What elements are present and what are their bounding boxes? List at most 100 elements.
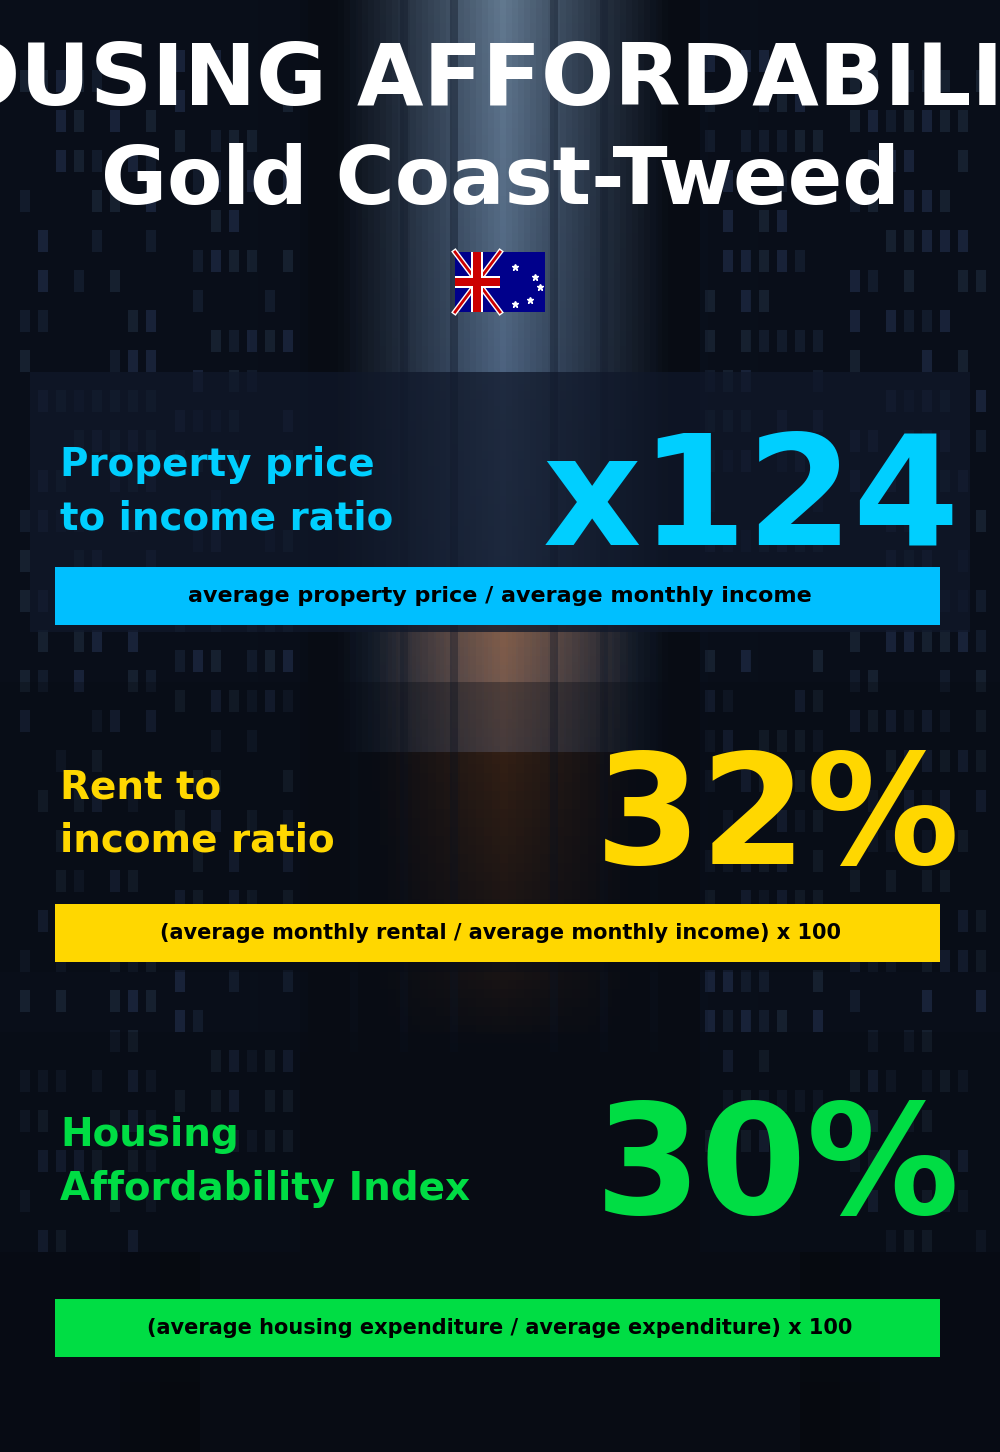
Bar — [958, 110, 968, 132]
Bar — [229, 131, 239, 152]
Bar — [940, 391, 950, 412]
Bar — [247, 571, 257, 592]
Bar — [193, 290, 203, 312]
Bar — [705, 330, 715, 351]
Bar — [128, 510, 138, 531]
Bar — [92, 190, 102, 212]
Bar — [110, 470, 120, 492]
Bar — [976, 590, 986, 611]
Bar — [175, 650, 185, 672]
Bar — [56, 950, 66, 971]
Bar — [705, 1130, 715, 1151]
Bar — [56, 1070, 66, 1092]
Bar — [300, 0, 308, 1053]
Bar — [193, 770, 203, 791]
Bar — [958, 550, 968, 572]
Bar — [800, 0, 1000, 1452]
Bar — [229, 1130, 239, 1151]
Bar — [74, 110, 84, 132]
Bar — [904, 150, 914, 171]
Bar — [283, 170, 293, 192]
Bar — [777, 330, 787, 351]
Bar — [56, 990, 66, 1012]
Bar — [904, 1029, 914, 1053]
Bar — [723, 450, 733, 472]
Text: (average housing expenditure / average expenditure) x 100: (average housing expenditure / average e… — [147, 1318, 853, 1337]
Bar — [850, 430, 860, 452]
Bar — [128, 1109, 138, 1133]
Bar — [20, 550, 30, 572]
Bar — [922, 870, 932, 892]
Bar — [55, 1300, 940, 1358]
Bar — [92, 710, 102, 732]
Bar — [146, 1150, 156, 1172]
Bar — [940, 630, 950, 652]
Bar — [868, 190, 878, 212]
Bar — [759, 211, 769, 232]
Bar — [777, 450, 787, 472]
Bar — [940, 590, 950, 611]
Bar — [193, 49, 203, 73]
Bar — [128, 910, 138, 932]
Bar — [868, 430, 878, 452]
Bar — [940, 430, 950, 452]
Bar — [74, 630, 84, 652]
Bar — [283, 330, 293, 351]
Bar — [193, 409, 203, 433]
Bar — [850, 110, 860, 132]
Bar — [247, 1130, 257, 1151]
Bar — [283, 250, 293, 272]
Bar — [940, 309, 950, 333]
Bar — [880, 253, 1000, 1452]
Bar — [813, 131, 823, 152]
Bar — [473, 253, 481, 312]
Bar — [705, 530, 715, 552]
Bar — [74, 150, 84, 171]
Bar — [868, 1029, 878, 1053]
Bar — [958, 229, 968, 253]
Bar — [958, 270, 968, 292]
Bar — [940, 229, 950, 253]
Bar — [211, 489, 221, 513]
Bar — [795, 929, 805, 953]
Bar — [128, 950, 138, 971]
Bar — [92, 150, 102, 171]
Bar — [976, 1230, 986, 1252]
Bar — [813, 650, 823, 672]
Bar — [705, 90, 715, 112]
Bar — [74, 430, 84, 452]
Bar — [868, 270, 878, 292]
Bar — [813, 489, 823, 513]
Bar — [193, 849, 203, 873]
Bar — [0, 682, 1000, 971]
Bar — [723, 730, 733, 752]
Bar — [211, 211, 221, 232]
Bar — [38, 1230, 48, 1252]
Bar — [750, 0, 758, 1053]
Bar — [247, 370, 257, 392]
Bar — [723, 970, 733, 992]
Bar — [247, 610, 257, 632]
Bar — [940, 751, 950, 772]
Bar — [777, 250, 787, 272]
Bar — [723, 409, 733, 433]
Bar — [741, 131, 751, 152]
Bar — [904, 270, 914, 292]
Bar — [705, 131, 715, 152]
Bar — [813, 890, 823, 912]
Bar — [777, 929, 787, 953]
Bar — [265, 571, 275, 592]
Bar — [922, 1070, 932, 1092]
Bar — [940, 470, 950, 492]
Bar — [922, 910, 932, 932]
Bar — [886, 550, 896, 572]
Bar — [922, 190, 932, 212]
Bar — [110, 430, 120, 452]
Bar — [705, 730, 715, 752]
Bar — [146, 430, 156, 452]
Bar — [455, 277, 500, 286]
Bar — [741, 370, 751, 392]
Bar — [904, 430, 914, 452]
Bar — [175, 49, 185, 73]
Bar — [38, 630, 48, 652]
